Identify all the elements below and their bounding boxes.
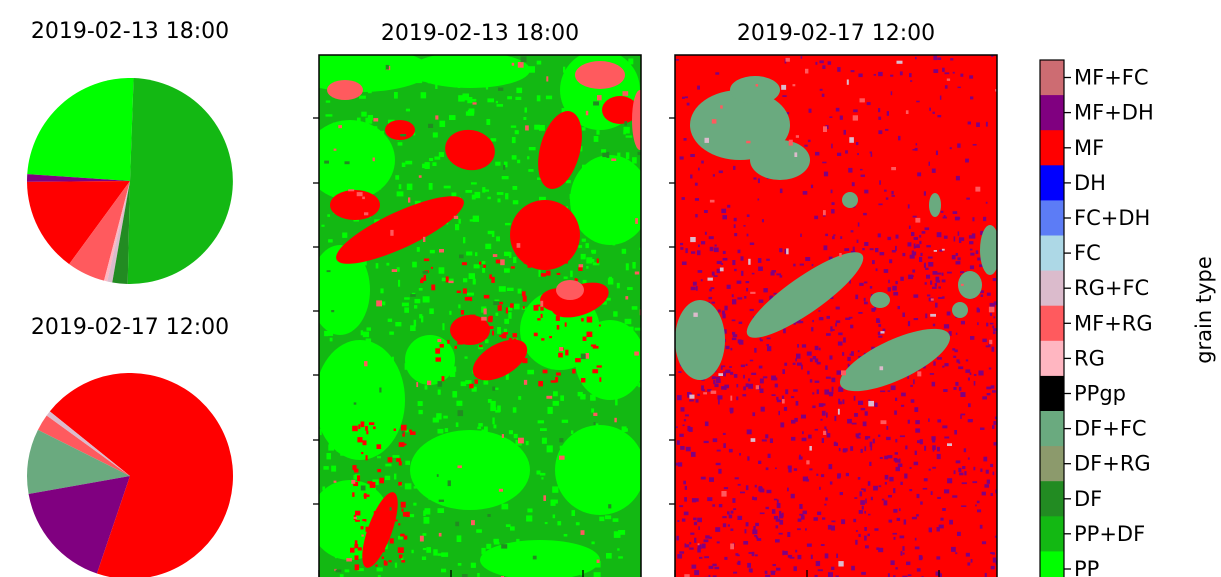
colorbar-label-fc-dh: FC+DH xyxy=(1074,206,1150,230)
colorbar-swatch-df-rg xyxy=(1040,446,1064,482)
colorbar-label-rg-fc: RG+FC xyxy=(1074,276,1149,300)
map-1 xyxy=(290,48,650,577)
map-1-pp-patch xyxy=(570,155,650,245)
colorbar-label-df: DF xyxy=(1074,487,1102,511)
pie-1-title: 2019-02-13 18:00 xyxy=(31,19,229,44)
colorbar-swatch-df-fc xyxy=(1040,411,1064,447)
colorbar-label-mf: MF xyxy=(1074,136,1104,160)
colorbar-label-mf-rg: MF+RG xyxy=(1074,311,1153,335)
map-1-mfrg-patch xyxy=(556,280,584,300)
colorbar-swatch-fc xyxy=(1040,236,1064,272)
map-2-dffc-patch xyxy=(870,292,890,308)
colorbar-swatch-mf-rg xyxy=(1040,306,1064,342)
colorbar-swatch-fc-dh xyxy=(1040,200,1064,236)
map-2-dffc-patch xyxy=(952,302,968,318)
map-2-title: 2019-02-17 12:00 xyxy=(737,21,935,46)
pie-chart-1 xyxy=(27,78,233,284)
map-1-mf-patch xyxy=(330,190,380,220)
colorbar-label-ppgp: PPgp xyxy=(1074,382,1126,406)
map-1-mf-patch xyxy=(510,200,580,270)
pie-1-slice-pp-df xyxy=(128,78,233,284)
colorbar-label-fc: FC xyxy=(1074,241,1101,265)
colorbar-swatch-mf-fc xyxy=(1040,60,1064,96)
map-1-mf-patch xyxy=(385,120,415,140)
colorbar-swatch-rg xyxy=(1040,341,1064,377)
map-1-title: 2019-02-13 18:00 xyxy=(381,21,579,46)
map-2-dffc-patch xyxy=(675,300,725,380)
colorbar-label-df-fc: DF+FC xyxy=(1074,417,1147,441)
map-1-mfrg-patch xyxy=(327,80,363,100)
pie-chart-2 xyxy=(27,373,233,577)
map-2-dffc-patch xyxy=(730,76,780,104)
colorbar-label-pp-df: PP+DF xyxy=(1074,522,1145,546)
pie-1-slice-pp xyxy=(27,78,133,181)
map-1-mfrg-patch xyxy=(575,61,625,89)
colorbar-swatch-mf-dh xyxy=(1040,95,1064,131)
map-2-dffc-patch xyxy=(750,140,810,180)
pie-2-title: 2019-02-17 12:00 xyxy=(31,315,229,340)
map-1-mfrg-patch xyxy=(632,90,648,150)
colorbar-swatch-dh xyxy=(1040,165,1064,201)
colorbar-swatch-df xyxy=(1040,481,1064,517)
colorbar-label-rg: RG xyxy=(1074,346,1105,370)
colorbar-label-pp: PP xyxy=(1074,557,1099,577)
map-2-dffc-patch xyxy=(929,193,941,217)
map-1-pp-patch xyxy=(575,320,645,400)
colorbar-label-mf-fc: MF+FC xyxy=(1074,66,1149,90)
colorbar-swatch-ppgp xyxy=(1040,376,1064,412)
colorbar-swatch-rg-fc xyxy=(1040,271,1064,307)
colorbar-swatch-pp xyxy=(1040,551,1064,577)
colorbar-swatch-pp-df xyxy=(1040,516,1064,552)
map-2 xyxy=(675,55,1002,577)
colorbar-swatch-mf xyxy=(1040,130,1064,166)
colorbar: MF+FC MF+DH MF DH FC+DH FC RG+FC MF+RG RG PPgp DF+… xyxy=(1040,60,1154,577)
map-2-dffc-patch xyxy=(842,192,858,208)
colorbar-label-df-rg: DF+RG xyxy=(1074,452,1151,476)
colorbar-label: grain type xyxy=(1192,256,1216,364)
colorbar-label-mf-dh: MF+DH xyxy=(1074,101,1154,125)
colorbar-label-dh: DH xyxy=(1074,171,1106,195)
